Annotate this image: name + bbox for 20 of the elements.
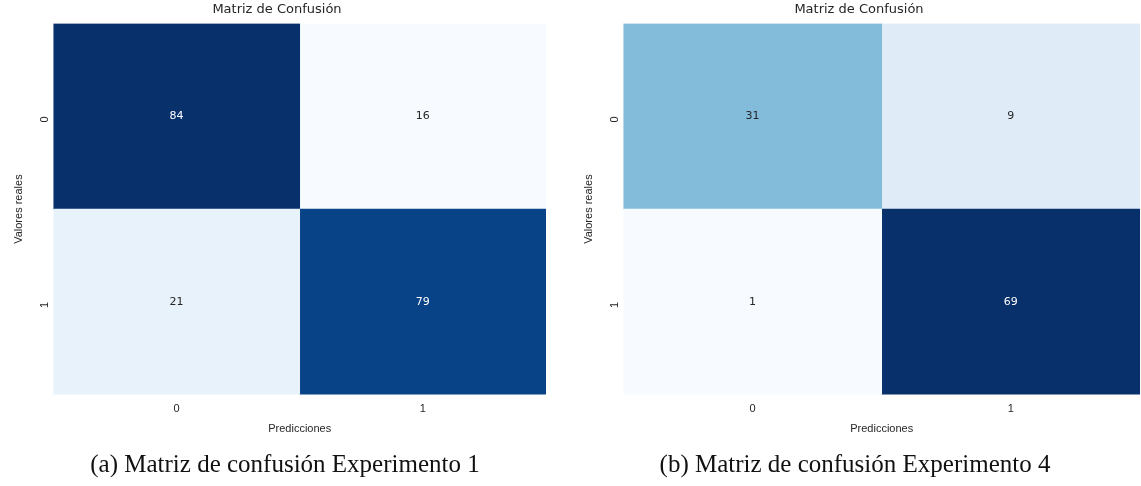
x-tick-label: 1 — [1007, 402, 1014, 415]
x-tick-label: 1 — [419, 402, 426, 415]
data-label: 84 — [169, 109, 184, 123]
data-label: 9 — [1007, 109, 1015, 123]
text: (b) Matriz de confusión Experimento 4 — [658, 450, 1052, 478]
chart-title: Matriz de Confusión — [794, 1, 924, 17]
data-label: 69 — [1003, 294, 1018, 308]
x-axis-title: Predicciones — [850, 422, 914, 435]
y-axis-title: Valores reales — [581, 173, 594, 244]
x-tick-label: 0 — [173, 402, 180, 415]
data-label: 21 — [169, 294, 184, 308]
data-label: 31 — [745, 109, 760, 123]
text: (a) Matriz de confusión Experimento 1 — [89, 450, 481, 478]
x-axis-title: Predicciones — [268, 422, 332, 435]
chart-title: Matriz de Confusión — [212, 1, 342, 17]
y-axis-title: Valores reales — [11, 173, 24, 244]
data-label: 16 — [415, 109, 430, 123]
data-label: 1 — [749, 294, 757, 308]
data-label: 79 — [415, 294, 430, 308]
x-tick-label: 0 — [749, 402, 756, 415]
